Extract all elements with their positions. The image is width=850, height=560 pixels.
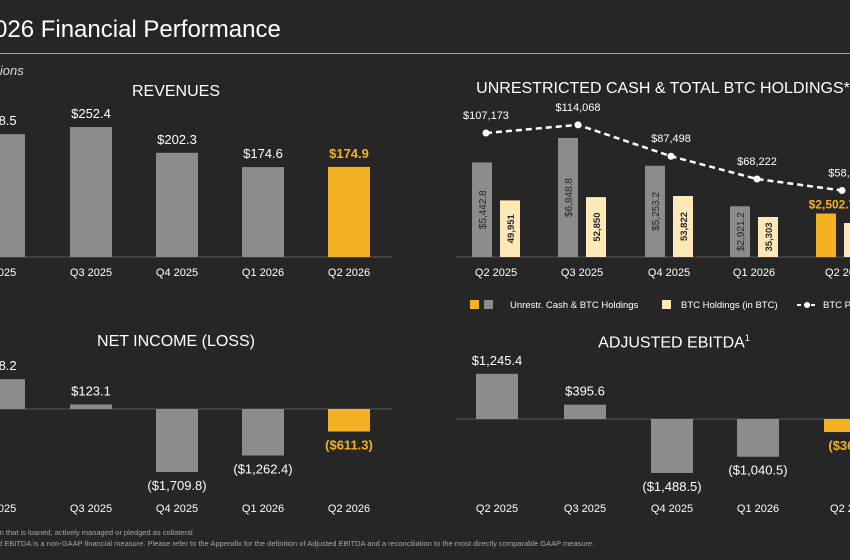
adj-ebitda-title-text: ADJUSTED EBITDA xyxy=(598,334,745,352)
btc-holdings-bar-label: 49,951 xyxy=(506,213,517,243)
units-subtitle: lions xyxy=(0,63,24,78)
revenues-bar xyxy=(0,134,25,257)
adj-ebitda-tick-label: Q2 2025 xyxy=(476,503,518,515)
adj-ebitda-tick-label: Q3 2025 xyxy=(564,503,606,515)
btc-price-point xyxy=(753,175,761,183)
adj-ebitda-footnote-mark: 1 xyxy=(744,333,750,343)
btc-price-point xyxy=(482,129,490,137)
adj-ebitda-tick-label: Q2 20 xyxy=(830,503,850,515)
cash-btc-tick-label: Q1 2026 xyxy=(733,267,775,279)
net-income-bar-label: ($1,709.8) xyxy=(147,478,206,493)
btc-price-point xyxy=(838,186,846,194)
adj-ebitda-bar-label: $395.6 xyxy=(565,384,605,399)
btc-price-label: $87,498 xyxy=(651,133,691,145)
adj-ebitda-title: ADJUSTED EBITDA1 xyxy=(598,333,750,352)
cash-btc-title: UNRESTRICTED CASH & TOTAL BTC HOLDINGS* xyxy=(476,80,850,97)
revenues-tick-label: Q2 2026 xyxy=(328,267,370,279)
revenues-bar-label: $174.6 xyxy=(243,146,283,161)
btc-holdings-bar-label: 53,822 xyxy=(679,212,690,241)
btc-holdings-bar xyxy=(586,197,606,257)
btc-holdings-bar xyxy=(673,196,693,257)
legend-swatch-btc-holdings xyxy=(662,300,671,309)
net-income-tick-label: Q1 2026 xyxy=(242,503,284,515)
net-income-bar-label: 08.2 xyxy=(0,358,17,373)
adj-ebitda-bar-label: ($1,040.5) xyxy=(728,463,787,478)
btc-holdings-bar xyxy=(844,222,850,257)
revenues-bar-label: 38.5 xyxy=(0,113,17,128)
cash-btc-tick-label: Q4 2025 xyxy=(648,267,690,279)
revenues-bar-label: $174.9 xyxy=(329,146,369,161)
revenues-bar xyxy=(242,167,284,257)
adj-ebitda-tick-label: Q4 2025 xyxy=(651,503,693,515)
net-income-title: NET INCOME (LOSS) xyxy=(97,333,255,350)
legend-swatch-cash xyxy=(484,300,493,309)
net-income-bar xyxy=(156,409,198,472)
revenues-tick-label: 2025 xyxy=(0,267,16,279)
net-income-bar-label: $123.1 xyxy=(71,383,111,398)
cash-bar xyxy=(645,165,665,257)
revenues-bar-label: $202.3 xyxy=(157,132,197,147)
net-income-bar xyxy=(0,379,25,409)
net-income-tick-label: 2025 xyxy=(0,503,16,515)
cash-btc-tick-label: Q3 2025 xyxy=(561,267,603,279)
net-income-bar xyxy=(328,409,370,432)
revenues-title: REVENUES xyxy=(131,83,221,100)
revenues-tick-label: Q4 2025 xyxy=(156,267,198,279)
page-title: 026 Financial Performance xyxy=(0,16,281,43)
adj-ebitda-bar xyxy=(564,404,606,419)
legend-label-btc-holdings: BTC Holdings (in BTC) xyxy=(681,300,778,311)
revenues-bar xyxy=(156,152,198,257)
net-income-bar-label: ($611.3) xyxy=(325,438,373,453)
legend-swatch-cash-highlight xyxy=(470,300,479,309)
cash-bar xyxy=(816,213,836,257)
net-income-tick-label: Q2 2026 xyxy=(328,503,370,515)
cash-bar xyxy=(730,206,750,257)
btc-holdings-bar-label: 52,850 xyxy=(592,213,603,242)
cash-bar-label: $2,502.7 xyxy=(809,198,850,212)
revenues-bar xyxy=(70,127,112,257)
cash-bar-label: $5,442.8 xyxy=(478,190,489,229)
net-income-tick-label: Q4 2025 xyxy=(156,503,198,515)
adj-ebitda-tick-label: Q1 2026 xyxy=(737,503,779,515)
net-income-tick-label: Q3 2025 xyxy=(70,503,112,515)
btc-price-label: $107,173 xyxy=(463,110,509,122)
btc-price-label: $68,222 xyxy=(737,156,777,168)
cash-btc-tick-label: Q2 20 xyxy=(825,267,850,279)
adj-ebitda-bar-label: ($1,488.5) xyxy=(642,479,701,494)
cash-btc-tick-label: Q2 2025 xyxy=(475,267,517,279)
adj-ebitda-bar xyxy=(651,419,693,473)
legend-label-cash: Unrestr. Cash & BTC Holdings xyxy=(510,300,639,311)
net-income-bar xyxy=(242,409,284,456)
cash-bar-label: $5,253.2 xyxy=(651,191,662,230)
btc-price-point xyxy=(667,152,675,160)
net-income-bar xyxy=(70,404,112,409)
btc-holdings-bar xyxy=(758,216,778,257)
adj-ebitda-bar xyxy=(476,373,518,419)
footnote-2: d EBITDA is a non-GAAP financial measure… xyxy=(0,539,595,548)
net-income-bar-label: ($1,262.4) xyxy=(233,462,292,477)
cash-bar-label: $6,848.8 xyxy=(564,178,575,217)
legend-label-btc-price: BTC Pr xyxy=(823,300,850,311)
adj-ebitda-bar-label: $1,245.4 xyxy=(472,353,523,368)
revenues-tick-label: Q3 2025 xyxy=(70,267,112,279)
adj-ebitda-bar-label: ($360 xyxy=(828,438,850,453)
revenues-tick-label: Q1 2026 xyxy=(242,267,284,279)
btc-price-label: $58,5 xyxy=(828,167,850,179)
revenues-bar-label: $252.4 xyxy=(71,106,111,121)
btc-holdings-bar-label: 35,303 xyxy=(764,222,775,251)
adj-ebitda-bar xyxy=(824,419,850,433)
cash-bar xyxy=(558,138,578,257)
legend-swatch-btc-price-dot xyxy=(804,302,810,308)
btc-price-point xyxy=(574,121,582,129)
revenues-bar xyxy=(328,166,370,257)
title-rule xyxy=(0,53,850,54)
btc-holdings-bar xyxy=(500,200,520,257)
cash-bar-label: $2,921.2 xyxy=(736,212,747,251)
footnote-1: in that is loaned, actively managed or p… xyxy=(0,528,193,537)
cash-bar xyxy=(472,162,492,257)
adj-ebitda-bar xyxy=(737,419,779,457)
btc-price-label: $114,068 xyxy=(555,102,600,114)
